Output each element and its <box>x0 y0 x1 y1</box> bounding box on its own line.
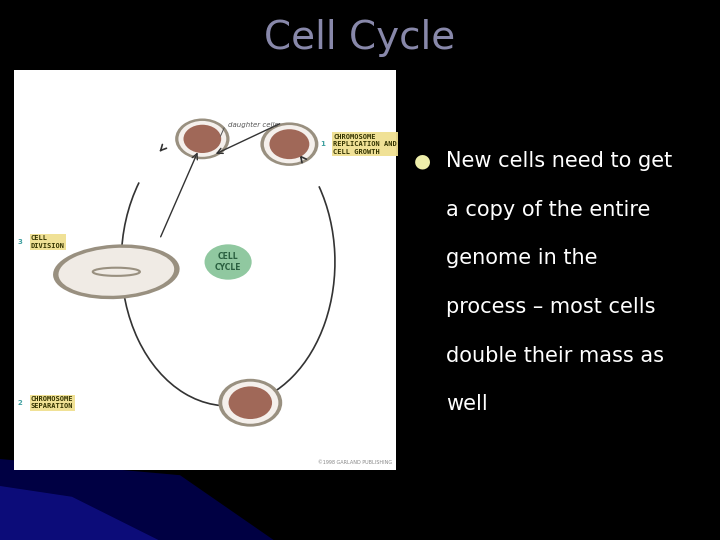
Text: a copy of the entire: a copy of the entire <box>446 200 651 220</box>
Text: 3: 3 <box>18 239 23 245</box>
Text: ©1998 GARLAND PUBLISHING: ©1998 GARLAND PUBLISHING <box>318 461 392 465</box>
Polygon shape <box>0 486 158 540</box>
Circle shape <box>269 129 310 159</box>
Text: double their mass as: double their mass as <box>446 346 665 366</box>
Circle shape <box>179 121 226 157</box>
Text: ●: ● <box>414 151 431 170</box>
Ellipse shape <box>58 248 174 296</box>
Text: New cells need to get: New cells need to get <box>446 151 672 171</box>
Circle shape <box>184 125 221 153</box>
Text: process – most cells: process – most cells <box>446 297 656 317</box>
Text: CHROMOSOME
SEPARATION: CHROMOSOME SEPARATION <box>31 396 73 409</box>
Circle shape <box>222 382 279 424</box>
Text: 2: 2 <box>18 400 23 406</box>
Circle shape <box>175 118 230 159</box>
FancyBboxPatch shape <box>14 70 396 470</box>
Ellipse shape <box>53 245 179 299</box>
Text: daughter cells: daughter cells <box>228 122 278 129</box>
Text: 1: 1 <box>320 141 325 147</box>
Polygon shape <box>0 459 274 540</box>
Circle shape <box>218 379 282 427</box>
Text: CELL
DIVISION: CELL DIVISION <box>31 235 65 248</box>
Circle shape <box>228 387 272 419</box>
Text: Cell Cycle: Cell Cycle <box>264 19 456 57</box>
Text: CELL
CYCLE: CELL CYCLE <box>215 252 241 272</box>
Text: CHROMOSOME
REPLICATION AND
CELL GROWTH: CHROMOSOME REPLICATION AND CELL GROWTH <box>333 134 397 154</box>
Circle shape <box>204 244 252 280</box>
Text: well: well <box>446 394 488 414</box>
Circle shape <box>261 123 318 166</box>
Text: genome in the: genome in the <box>446 248 598 268</box>
Circle shape <box>264 125 315 163</box>
